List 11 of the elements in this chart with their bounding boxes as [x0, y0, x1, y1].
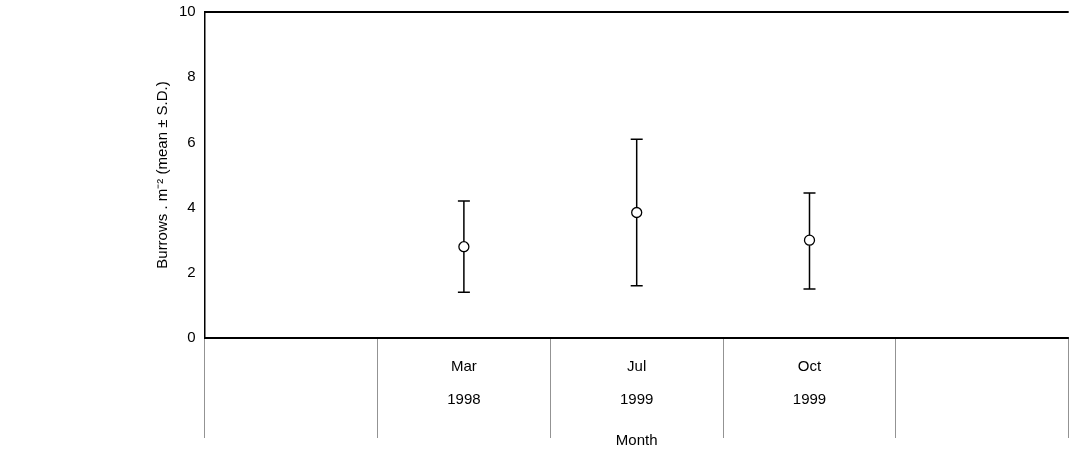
y-tick-label: 6: [187, 132, 196, 150]
x-tick-label: Mar 1998: [447, 356, 481, 407]
y-tick-label: 10: [179, 2, 196, 20]
y-tick-label: 8: [187, 67, 196, 85]
x-tick-label: Oct 1999: [792, 356, 827, 407]
y-axis-title: Burrows . m⁻² (mean ± S.D.): [153, 81, 171, 269]
y-tick-label: 4: [187, 197, 196, 215]
y-tick-label: 2: [187, 262, 196, 280]
y-tick-label: 0: [187, 328, 196, 346]
x-axis-title: Month: [615, 431, 658, 449]
x-tick-label: Jul 1999: [620, 356, 654, 407]
